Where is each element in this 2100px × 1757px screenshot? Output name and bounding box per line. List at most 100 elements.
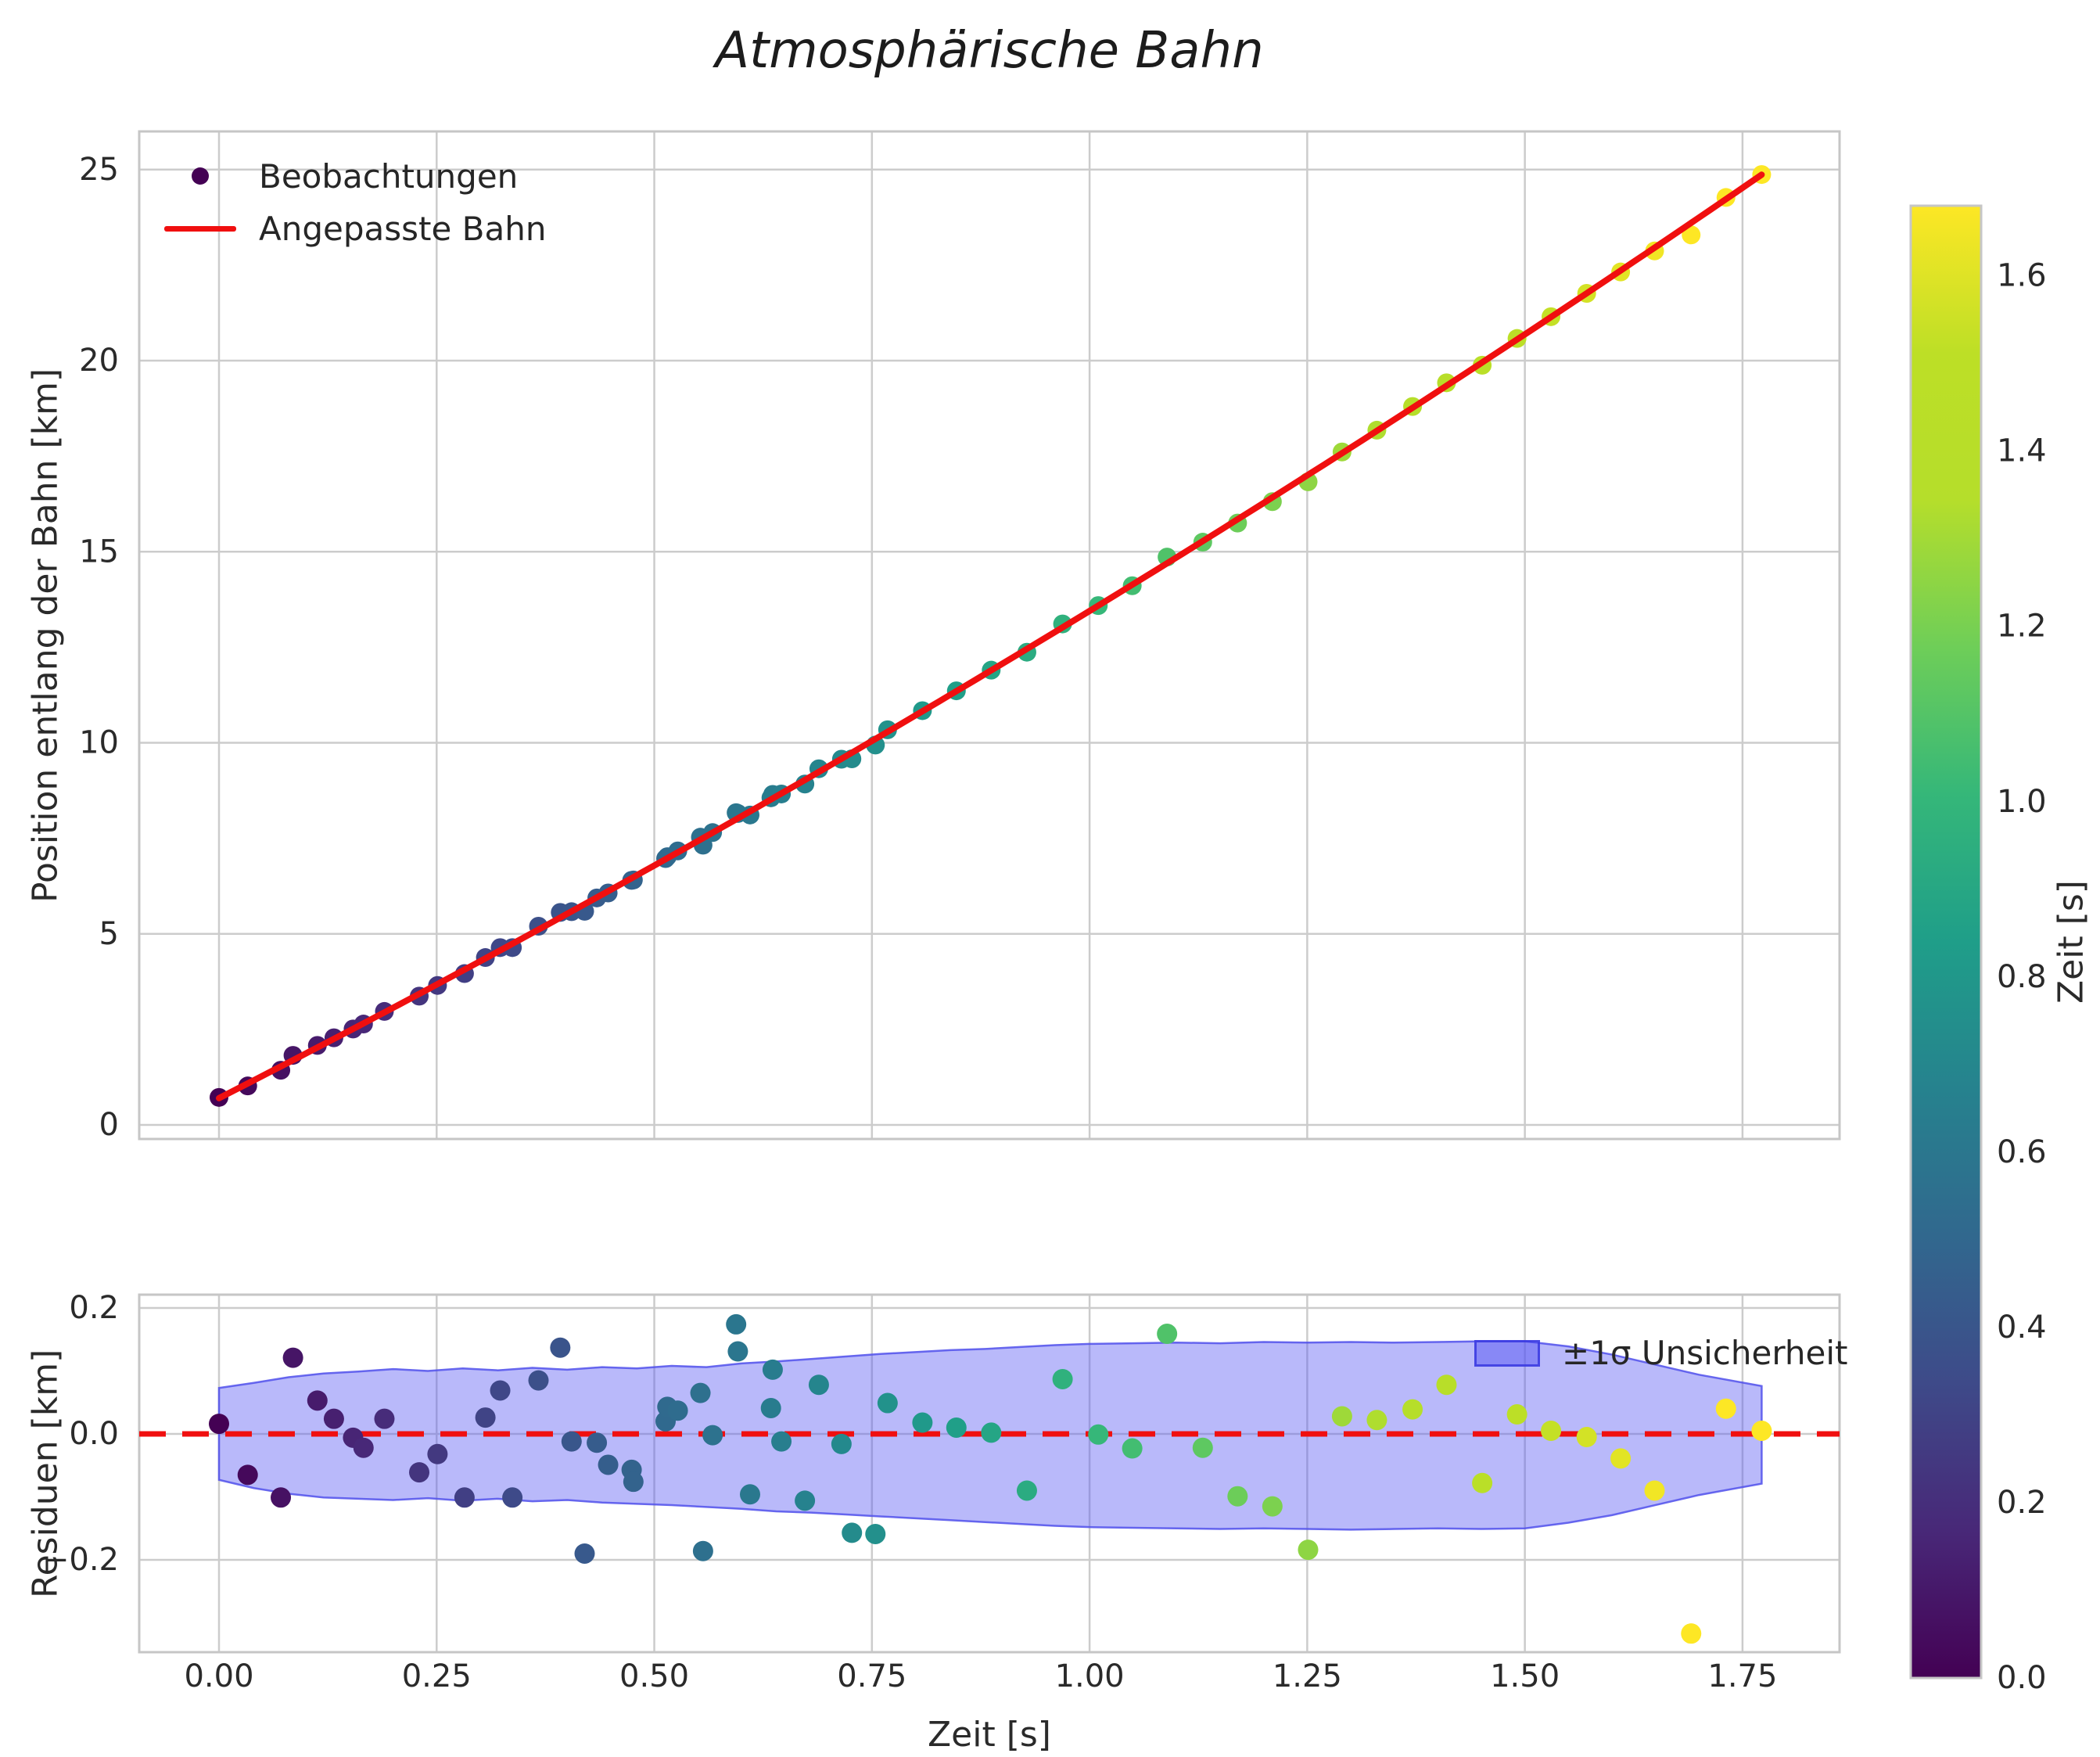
residual-point bbox=[598, 1454, 619, 1475]
residual-point bbox=[1052, 1368, 1073, 1389]
residual-point bbox=[690, 1382, 711, 1403]
residual-y-tick-label: −0.2 bbox=[43, 1542, 119, 1578]
residual-point bbox=[502, 1487, 523, 1508]
legend-item-observations: Beobachtungen bbox=[156, 155, 546, 197]
residual-point bbox=[1436, 1374, 1457, 1396]
residual-point bbox=[1715, 1398, 1736, 1419]
main-spines bbox=[138, 130, 1841, 1141]
residual-point bbox=[282, 1347, 303, 1368]
x-tick-label: 1.75 bbox=[1707, 1658, 1777, 1694]
residual-point bbox=[1751, 1420, 1772, 1441]
residual-point bbox=[454, 1487, 475, 1508]
residual-point bbox=[702, 1425, 723, 1446]
residual-point bbox=[528, 1370, 549, 1391]
residual-point bbox=[762, 1359, 783, 1380]
residual-point bbox=[427, 1443, 448, 1464]
residual-point bbox=[490, 1380, 511, 1401]
fit-line-marker-icon bbox=[164, 225, 236, 232]
residual-point bbox=[877, 1392, 898, 1414]
colorbar-tick-label: 1.0 bbox=[1997, 784, 2047, 820]
legend-item-fit: Angepasste Bahn bbox=[156, 207, 546, 250]
residual-point bbox=[209, 1414, 229, 1435]
residual-point bbox=[1472, 1472, 1493, 1493]
residual-point bbox=[771, 1431, 792, 1452]
residual-point bbox=[692, 1540, 713, 1561]
residual-point bbox=[1262, 1496, 1283, 1517]
residual-point bbox=[808, 1374, 829, 1396]
residual-y-axis-label: Residuen [km] bbox=[25, 1349, 66, 1598]
residual-point bbox=[307, 1390, 328, 1411]
residual-point bbox=[623, 1471, 644, 1493]
residual-point bbox=[1192, 1437, 1213, 1458]
residual-legend: ±1σ Unsicherheit bbox=[1474, 1334, 1847, 1372]
residual-point bbox=[1610, 1448, 1632, 1469]
residual-point bbox=[795, 1490, 816, 1511]
residual-point bbox=[1298, 1540, 1319, 1561]
residual-point bbox=[760, 1397, 781, 1418]
colorbar-label: Zeit [s] bbox=[2051, 880, 2091, 1004]
residual-point bbox=[409, 1462, 430, 1483]
residual-point bbox=[727, 1341, 748, 1362]
residual-point bbox=[726, 1313, 747, 1335]
residual-point bbox=[1227, 1486, 1248, 1507]
legend-band-label: ±1σ Unsicherheit bbox=[1562, 1334, 1848, 1372]
observations-marker-icon bbox=[192, 167, 209, 185]
x-tick-label: 0.75 bbox=[837, 1658, 906, 1694]
residual-point bbox=[1016, 1480, 1037, 1501]
residual-point bbox=[353, 1437, 374, 1458]
residual-point bbox=[1331, 1406, 1352, 1427]
uncertainty-band-swatch-icon bbox=[1474, 1339, 1540, 1367]
residual-point bbox=[323, 1408, 344, 1429]
main-y-tick-label: 25 bbox=[79, 152, 119, 188]
x-tick-label: 1.00 bbox=[1055, 1658, 1125, 1694]
residual-spines bbox=[138, 1293, 1841, 1654]
residual-point bbox=[946, 1417, 967, 1438]
x-tick-label: 1.50 bbox=[1490, 1658, 1560, 1694]
residual-y-tick-label: 0.0 bbox=[69, 1416, 119, 1452]
main-y-tick-label: 20 bbox=[79, 343, 119, 379]
observation-point bbox=[1682, 225, 1701, 245]
main-y-tick-label: 15 bbox=[79, 534, 119, 569]
residual-point bbox=[1644, 1480, 1665, 1501]
residual-point bbox=[739, 1484, 760, 1505]
chart-title: Atmosphärische Bahn bbox=[715, 22, 1264, 80]
residual-point bbox=[1506, 1404, 1527, 1425]
residual-point bbox=[1366, 1410, 1387, 1431]
colorbar-tick-label: 0.6 bbox=[1997, 1134, 2047, 1170]
residual-point bbox=[842, 1522, 863, 1543]
main-y-tick-label: 5 bbox=[99, 916, 119, 952]
main-legend: Beobachtungen Angepasste Bahn bbox=[156, 155, 546, 250]
residual-point bbox=[981, 1422, 1002, 1443]
legend-observations-label: Beobachtungen bbox=[259, 156, 519, 196]
residual-point bbox=[475, 1407, 496, 1428]
residual-point bbox=[550, 1337, 571, 1358]
residual-point bbox=[1088, 1424, 1109, 1445]
residual-point bbox=[1402, 1399, 1423, 1420]
residual-point bbox=[574, 1543, 595, 1564]
colorbar-tick-label: 1.4 bbox=[1997, 433, 2047, 469]
residual-point bbox=[271, 1487, 292, 1508]
residual-point bbox=[1681, 1623, 1702, 1644]
colorbar bbox=[1909, 204, 1983, 1680]
x-tick-label: 0.00 bbox=[184, 1658, 253, 1694]
main-y-axis-label: Position entlang der Bahn [km] bbox=[25, 368, 66, 903]
residual-point bbox=[865, 1523, 886, 1544]
colorbar-tick-label: 0.0 bbox=[1997, 1660, 2047, 1696]
residual-y-tick-label: 0.2 bbox=[69, 1290, 119, 1326]
colorbar-tick-label: 0.2 bbox=[1997, 1485, 2047, 1521]
main-y-tick-label: 0 bbox=[99, 1107, 119, 1143]
colorbar-tick-label: 0.8 bbox=[1997, 959, 2047, 995]
colorbar-tick-label: 1.6 bbox=[1997, 258, 2047, 294]
x-tick-label: 1.25 bbox=[1273, 1658, 1342, 1694]
residual-point bbox=[237, 1464, 258, 1486]
main-y-tick-label: 10 bbox=[79, 725, 119, 761]
x-tick-label: 0.50 bbox=[619, 1658, 689, 1694]
x-tick-label: 0.25 bbox=[402, 1658, 472, 1694]
residual-point bbox=[374, 1408, 395, 1429]
residual-point bbox=[587, 1432, 608, 1453]
residual-point bbox=[1541, 1420, 1562, 1441]
residual-point bbox=[912, 1412, 933, 1433]
residual-point bbox=[667, 1400, 688, 1421]
residual-point bbox=[1576, 1427, 1597, 1448]
